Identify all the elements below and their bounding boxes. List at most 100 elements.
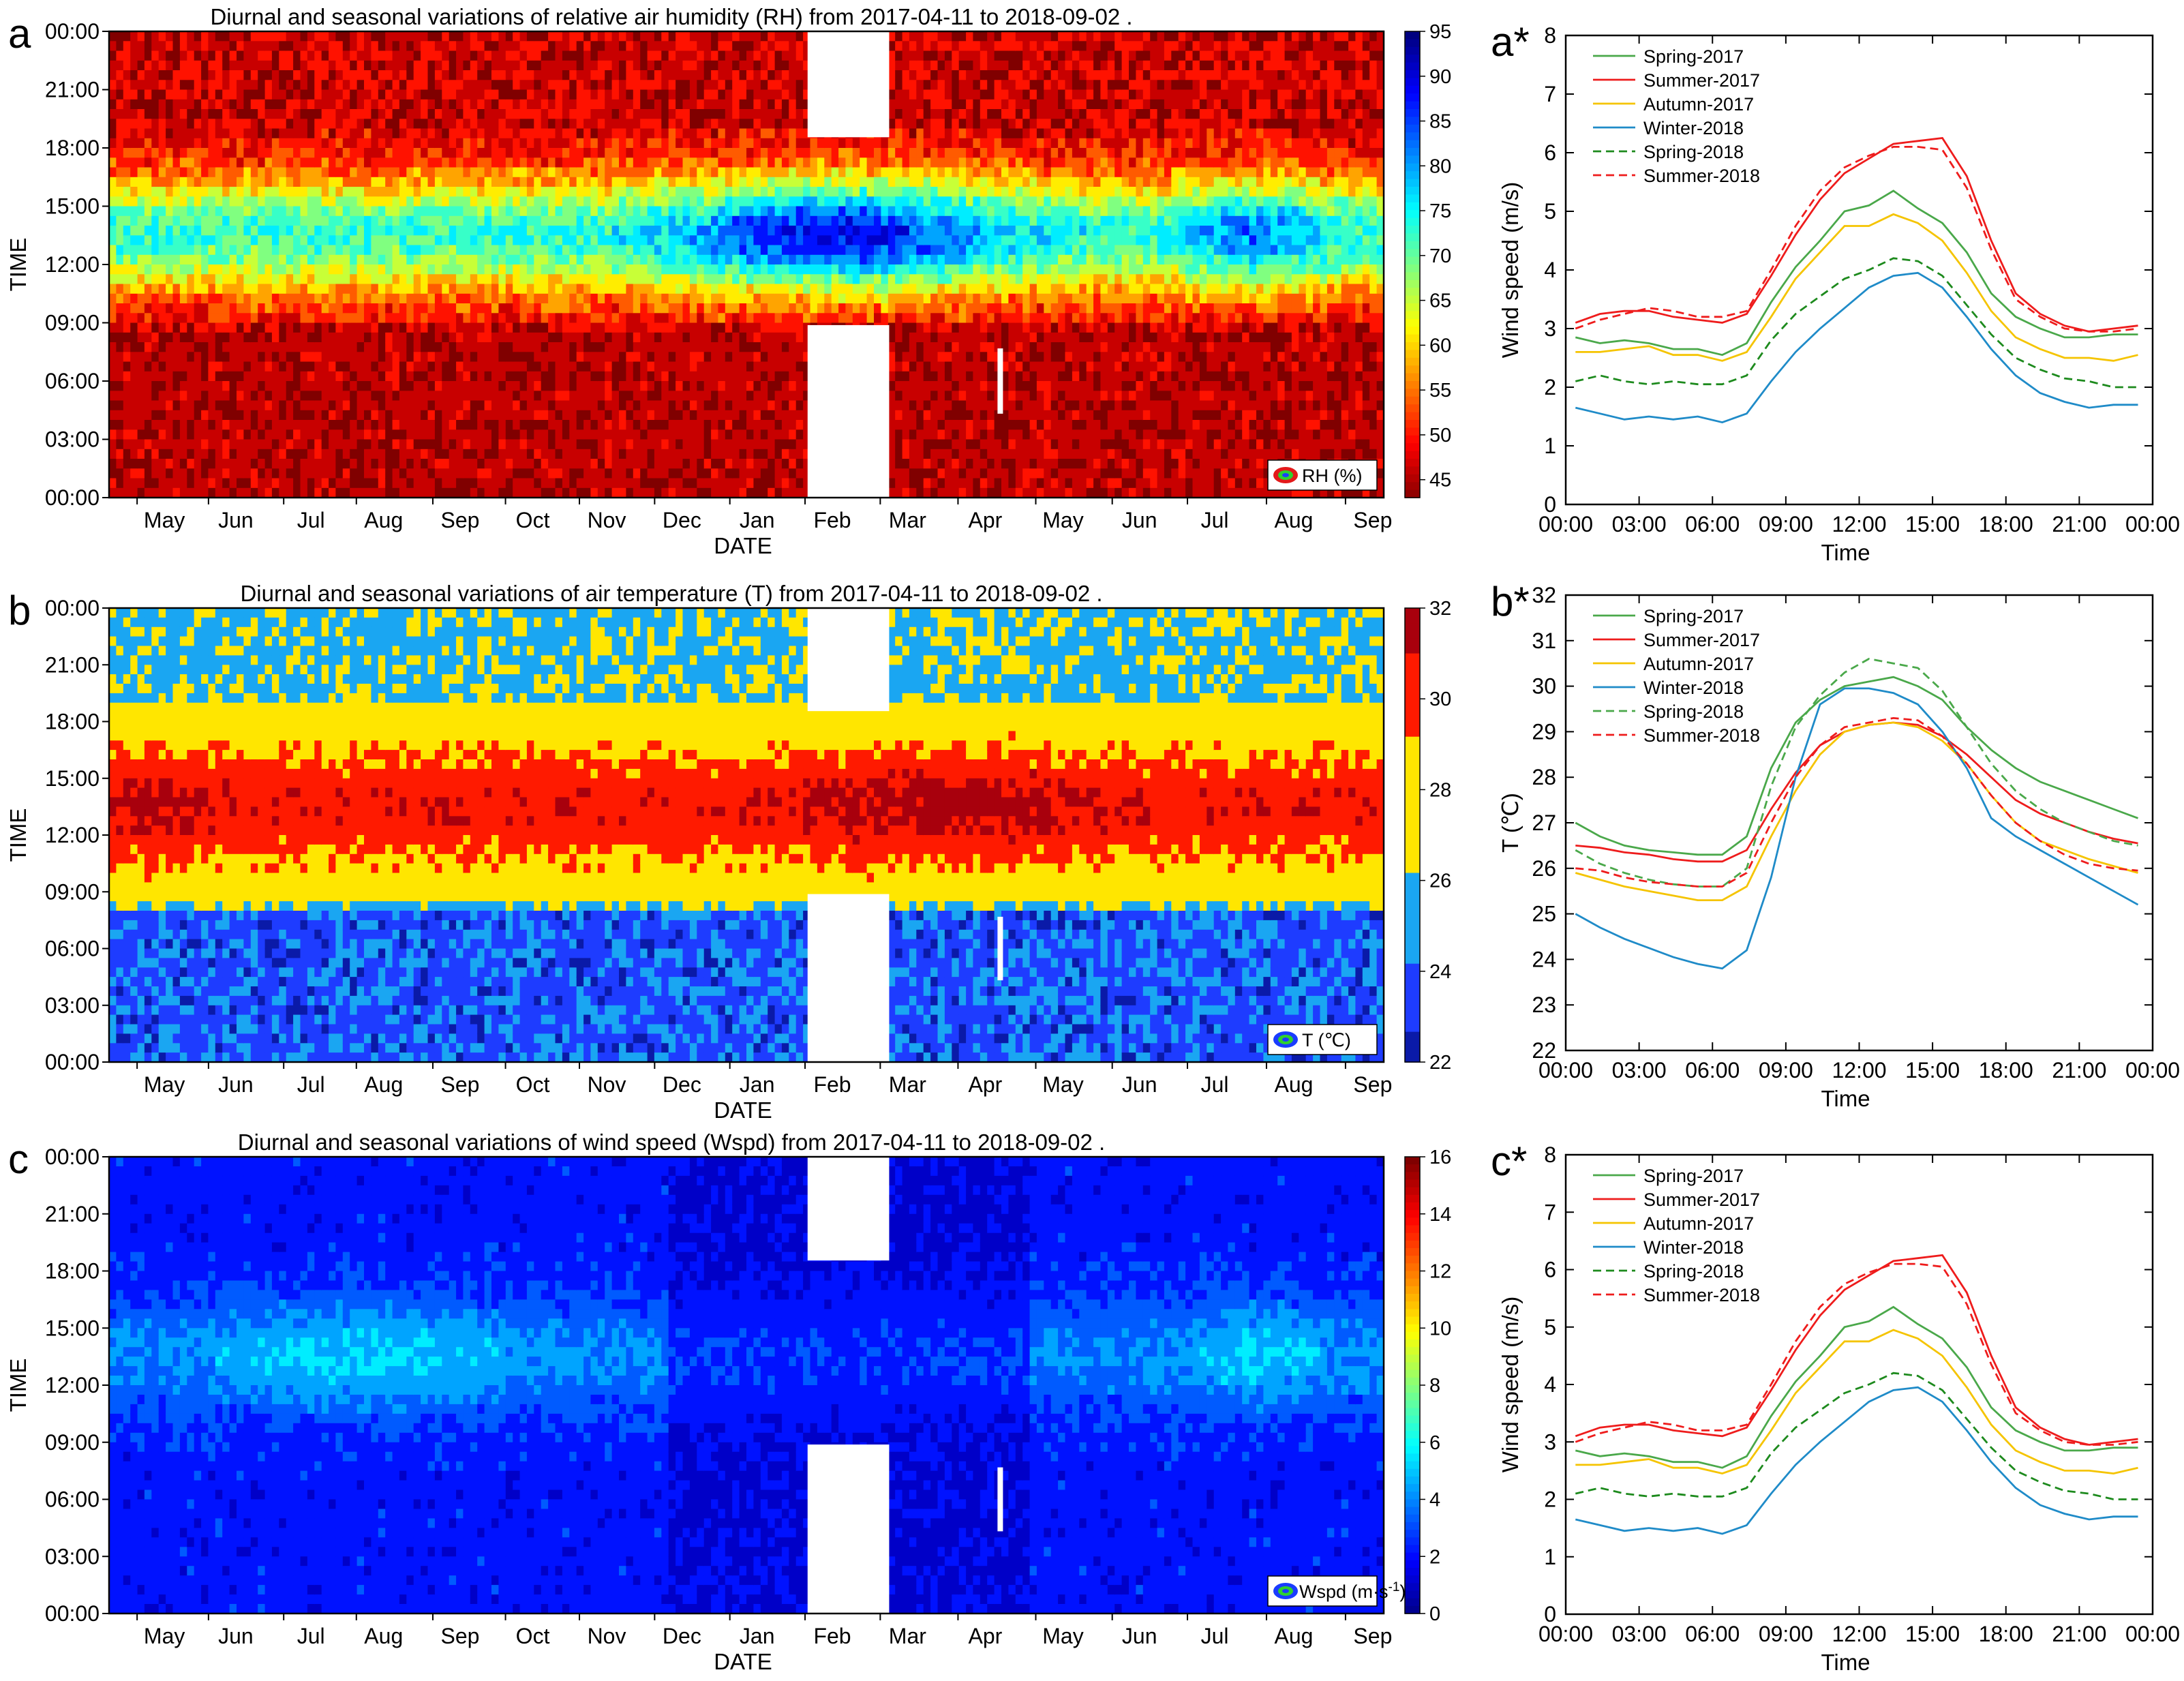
heat-cell: [711, 157, 719, 168]
heat-cell: [279, 148, 287, 158]
heat-cell: [562, 313, 570, 324]
heat-cell: [201, 254, 209, 265]
heat-cell: [725, 89, 733, 100]
heat-cell: [215, 264, 223, 275]
heat-cell: [718, 381, 726, 391]
heat-cell: [427, 70, 436, 80]
heat-cell: [215, 274, 223, 285]
heat-cell: [378, 119, 386, 130]
heat-cell: [456, 420, 464, 430]
heat-cell: [668, 31, 676, 42]
heat-cell: [576, 99, 584, 110]
heat-cell: [824, 206, 832, 217]
heat-cell: [703, 478, 712, 489]
heat-cell: [519, 420, 528, 430]
heat-cell: [661, 332, 669, 343]
heat-cell: [725, 391, 733, 402]
heat-cell: [116, 187, 124, 197]
heat-cell: [746, 264, 755, 275]
heat-cell: [697, 50, 705, 61]
heat-cell: [817, 284, 825, 294]
heat-cell: [279, 41, 287, 52]
heat-cell: [258, 60, 266, 71]
heat-cell: [810, 303, 818, 314]
heat-cell: [605, 468, 613, 479]
heat-cell: [201, 429, 209, 440]
heat-cell: [329, 487, 337, 498]
heat-cell: [243, 177, 252, 187]
heat-cell: [534, 138, 542, 149]
heat-cell: [711, 226, 719, 236]
heat-cell: [342, 148, 350, 158]
heat-cell: [264, 196, 273, 207]
heat-cell: [491, 109, 500, 119]
heat-cell: [611, 206, 620, 217]
heat-cell: [194, 89, 202, 100]
heat-cell: [661, 254, 669, 265]
heat-cell: [187, 41, 195, 52]
heat-cell: [413, 148, 421, 158]
heat-cell: [179, 468, 187, 479]
heat-cell: [562, 303, 570, 314]
heat-cell: [647, 187, 655, 197]
heat-cell: [661, 167, 669, 178]
heat-cell: [187, 99, 195, 110]
heat-cell: [768, 119, 776, 130]
heat-cell: [605, 167, 613, 178]
heat-cell: [676, 361, 684, 372]
heat-cell: [682, 322, 691, 333]
heat-cell: [810, 138, 818, 149]
heat-cell: [237, 254, 245, 265]
heat-cell: [364, 459, 372, 469]
heat-cell: [513, 89, 521, 100]
heat-cell: [158, 420, 166, 430]
heat-cell: [286, 468, 294, 479]
heat-cell: [187, 332, 195, 343]
heat-cell: [144, 293, 152, 304]
heat-cell: [357, 400, 365, 411]
heat-cell: [491, 352, 500, 363]
heat-cell: [123, 31, 131, 42]
heat-cell: [201, 400, 209, 411]
heat-cell: [300, 361, 308, 372]
heat-cell: [307, 361, 315, 372]
heat-cell: [626, 449, 634, 459]
heat-cell: [342, 128, 350, 139]
heat-cell: [116, 50, 124, 61]
heat-cell: [711, 487, 719, 498]
heat-cell: [569, 196, 577, 207]
heat-cell: [605, 391, 613, 402]
heat-cell: [576, 50, 584, 61]
heat-cell: [392, 226, 400, 236]
heat-cell: [746, 478, 755, 489]
heat-cell: [739, 420, 747, 430]
heat-cell: [229, 70, 237, 80]
heat-cell: [753, 420, 761, 430]
heat-cell: [406, 215, 414, 226]
heat-cell: [329, 332, 337, 343]
heat-cell: [456, 187, 464, 197]
heat-cell: [519, 439, 528, 450]
heat-cell: [548, 410, 556, 421]
heat-cell: [271, 89, 279, 100]
heat-cell: [321, 284, 329, 294]
heat-cell: [229, 410, 237, 421]
heat-cell: [555, 60, 563, 71]
heat-cell: [321, 187, 329, 197]
heat-cell: [392, 109, 400, 119]
heat-cell: [187, 284, 195, 294]
heat-cell: [357, 89, 365, 100]
heat-cell: [434, 254, 442, 265]
heat-cell: [109, 420, 117, 430]
heat-cell: [385, 215, 393, 226]
heat-cell: [689, 138, 697, 149]
heat-cell: [201, 50, 209, 61]
heat-cell: [123, 459, 131, 469]
heat-cell: [463, 70, 471, 80]
heat-cell: [711, 50, 719, 61]
heat-cell: [144, 109, 152, 119]
heat-cell: [760, 89, 768, 100]
heat-cell: [789, 60, 797, 71]
heat-cell: [795, 293, 804, 304]
heat-cell: [781, 89, 789, 100]
